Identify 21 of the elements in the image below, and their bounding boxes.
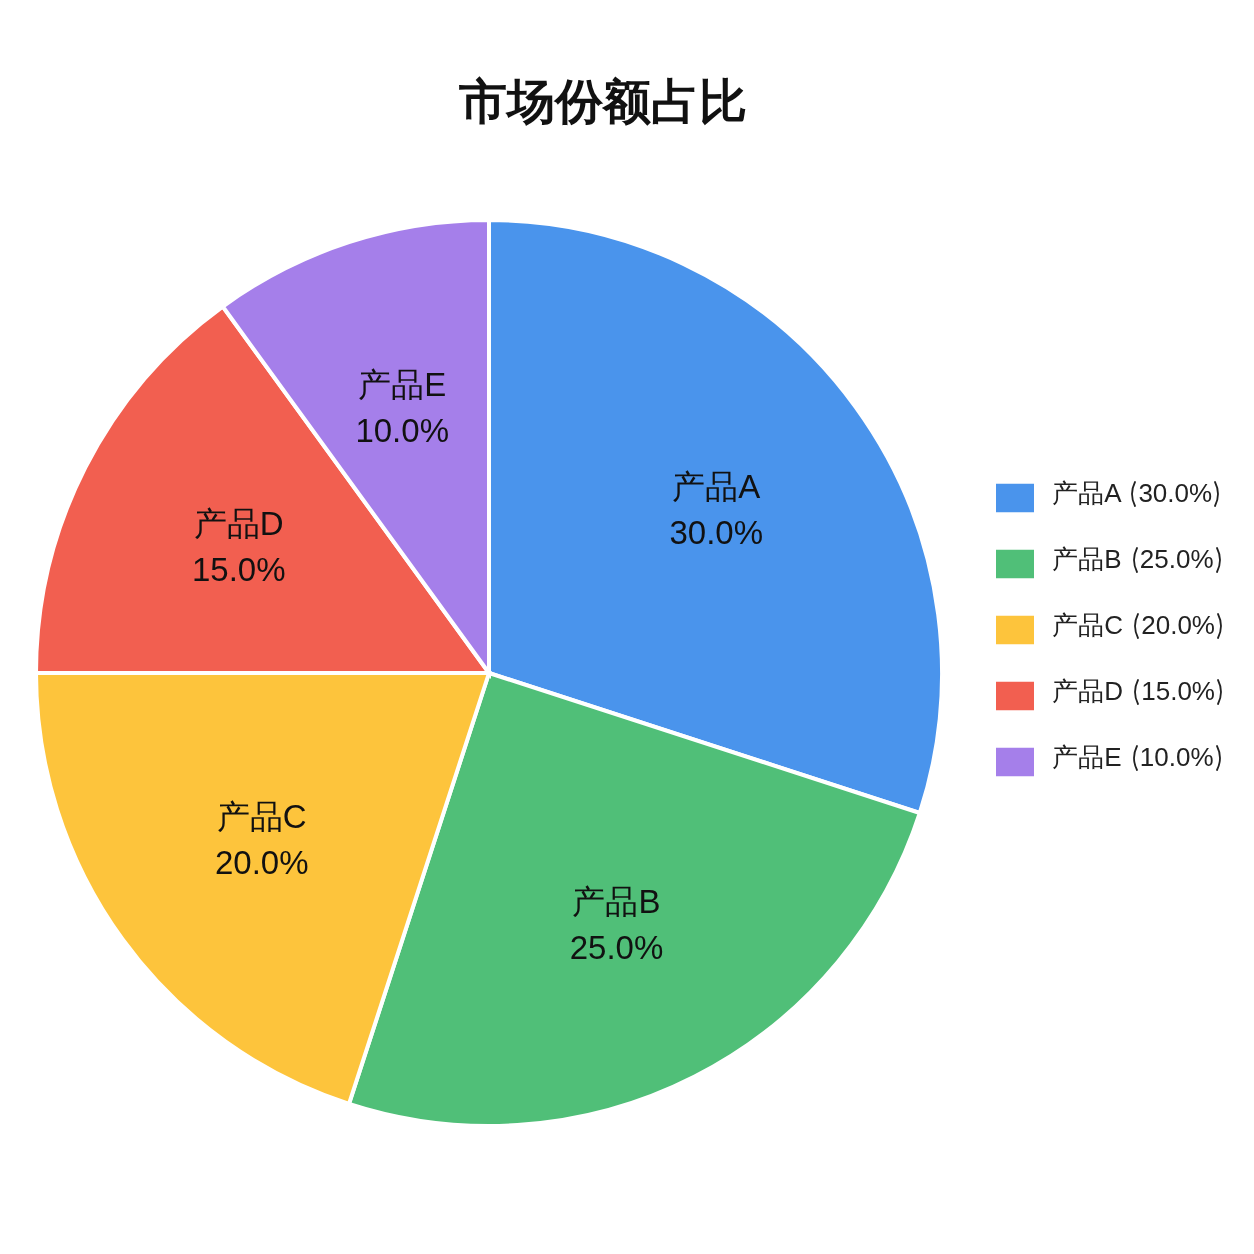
legend-label: 产品C (1052, 610, 1124, 640)
data-label: 30.0% (1138, 478, 1213, 508)
data-label: 25.0% (569, 929, 664, 967)
text: 30.0% (669, 513, 764, 551)
text: 15.0% (1141, 676, 1215, 706)
legend-label: 产品A (1052, 478, 1121, 508)
legend-label: 产品D (1052, 676, 1124, 706)
data-label: 20.0% (214, 844, 309, 882)
slice-label: 产品D (193, 505, 284, 543)
text: 25.0% (1139, 544, 1214, 574)
legend-label: 产品E (1052, 742, 1122, 772)
slice-label: 产品A (672, 467, 761, 505)
data-label: 15.0% (191, 551, 286, 589)
text: 20.0% (1141, 610, 1215, 640)
chart-title: 市场份额占比 (458, 74, 748, 130)
slice-label: 产品C (216, 798, 307, 836)
legend-label: 产品B (1052, 544, 1122, 574)
text: 10.0% (1139, 742, 1214, 772)
slice-label: 产品E (358, 365, 447, 403)
slice-label: 产品B (572, 883, 661, 921)
data-label: 10.0% (355, 411, 449, 449)
